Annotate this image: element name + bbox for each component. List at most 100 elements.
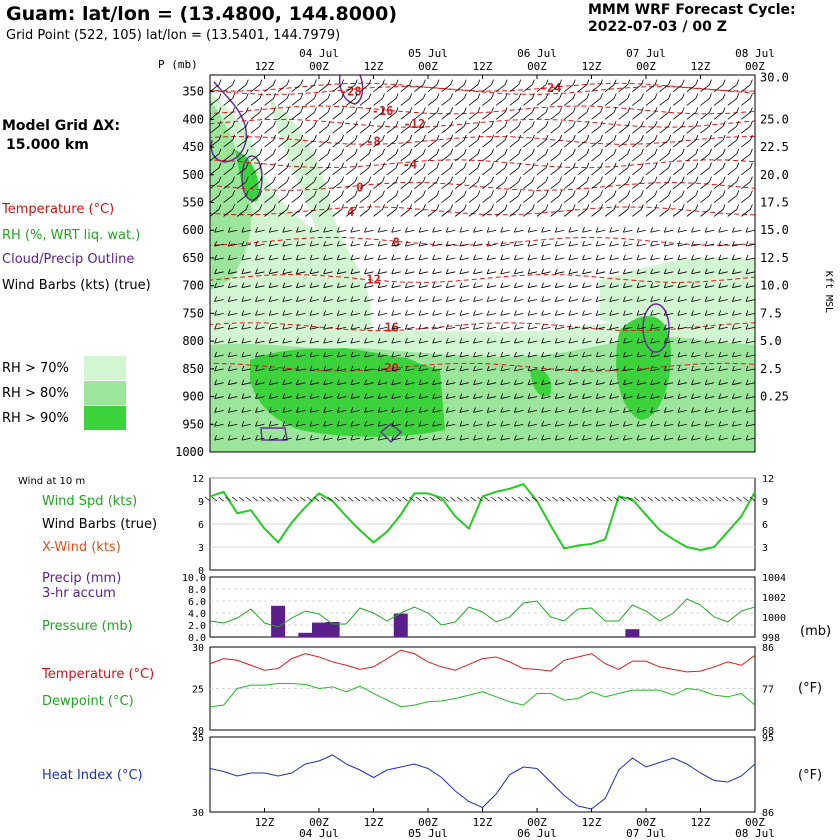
wind-barb-flag — [636, 351, 640, 358]
wind-barb — [664, 271, 674, 275]
wind-barb-flag — [691, 351, 694, 358]
wind-barb — [364, 340, 374, 344]
wind-barb — [718, 340, 728, 344]
wind-barb-flag — [341, 204, 344, 210]
wind-barb — [210, 125, 220, 134]
wind-barb-flag — [582, 254, 585, 261]
wind-barb-flag — [636, 407, 640, 413]
wind-barb — [564, 98, 574, 106]
wind-barb-flag — [554, 227, 558, 233]
wind-barb — [296, 229, 306, 233]
wind-barb-flag — [663, 393, 667, 399]
wind-barb-flag — [514, 351, 517, 358]
wind-barb — [664, 257, 674, 261]
wind-barb — [269, 382, 279, 386]
wind-barb — [291, 153, 301, 162]
wind-barb — [255, 410, 265, 413]
wind-barb-flag — [350, 282, 354, 288]
wind-barb-flag — [296, 268, 299, 274]
surface-wind-barb — [620, 496, 626, 502]
wind-barb-flag — [255, 407, 258, 413]
wind-barb-flag — [636, 434, 640, 441]
wind-barb-flag — [600, 162, 603, 168]
wind-barb-flag — [486, 282, 490, 288]
hour-label-bottom: 00Z — [636, 816, 656, 829]
wind-barb — [673, 112, 683, 120]
precip-ytick: 8.0 — [188, 585, 206, 596]
wind-barb — [332, 125, 342, 134]
wind-barb-flag — [395, 190, 399, 196]
wind-barb-flag — [527, 240, 531, 247]
wind-barb — [386, 209, 397, 217]
wind-barb-flag — [341, 190, 344, 196]
wind-barb-flag — [201, 380, 203, 385]
wind-barb — [509, 167, 519, 176]
wind-barb — [495, 209, 506, 217]
wind-barb — [264, 153, 274, 162]
wind-barb-flag — [255, 324, 258, 330]
wind-barb-flag — [214, 379, 217, 385]
wind-barb — [400, 209, 410, 217]
wind-barb — [596, 437, 606, 441]
wind-ytick-left: 6 — [198, 520, 204, 531]
wind-barb — [269, 354, 279, 358]
wind-barb — [237, 84, 247, 92]
wind-barb-flag — [350, 421, 354, 427]
wind-barb-flag — [568, 379, 572, 385]
wind-barb — [418, 437, 429, 441]
wind-barb — [677, 326, 687, 330]
wind-barb-flag — [718, 296, 722, 302]
precip-bar — [312, 622, 326, 637]
wind-barb — [400, 112, 410, 120]
wind-barb — [255, 437, 265, 441]
wind-barb — [609, 257, 619, 261]
wind-barb — [309, 299, 320, 302]
wind-barb — [618, 181, 628, 189]
wind-barb-flag — [650, 337, 653, 344]
wind-barb-flag — [282, 434, 286, 441]
wind-barb-flag — [395, 107, 399, 113]
wind-barb — [427, 84, 438, 92]
wind-barb — [664, 313, 674, 316]
wind-barb-flag — [459, 337, 463, 344]
wind-barb-flag — [677, 365, 681, 371]
hour-label-bottom: 12Z — [364, 816, 384, 829]
wind-barb — [564, 112, 574, 120]
surface-wind-barb — [647, 496, 654, 502]
wind-barb-flag — [518, 204, 522, 210]
wind-barb-flag — [636, 296, 640, 302]
wind-barb-flag — [227, 324, 231, 330]
wind-barb — [677, 396, 687, 399]
wind-barb-flag — [641, 134, 644, 141]
wind-barb — [237, 139, 247, 148]
wind-barb-flag — [286, 121, 290, 127]
wind-barb — [291, 112, 301, 120]
wind-barb — [455, 167, 465, 176]
wind-barb-flag — [327, 107, 331, 113]
wind-barb — [309, 368, 320, 372]
wind-barb-flag — [214, 365, 217, 371]
wind-barb — [664, 368, 674, 372]
hour-label-top: 12Z — [582, 60, 602, 73]
wind-barb — [686, 125, 697, 134]
wind-barb-flag — [282, 268, 286, 274]
temperature-contour-label: -8 — [366, 134, 380, 148]
wind-barb-flag — [436, 176, 440, 182]
wind-barb-flag — [459, 434, 463, 441]
kft-tick-label: 12.5 — [760, 251, 789, 265]
wind-barb — [323, 396, 333, 399]
wind-barb-flag — [214, 337, 217, 344]
wind-barb — [596, 299, 606, 302]
wind-barb-flag — [227, 337, 231, 344]
wind-barb-flag — [559, 134, 562, 141]
wind-barb-flag — [477, 79, 481, 85]
wind-barb — [309, 285, 320, 289]
wind-barb — [591, 98, 601, 106]
wind-barb-flag — [627, 79, 631, 85]
wind-barb-flag — [595, 393, 599, 399]
wind-barb — [677, 382, 687, 386]
pressure-tick-label: 450 — [182, 140, 204, 154]
wind-barb-flag — [436, 134, 440, 141]
wind-barb-flag — [704, 393, 708, 399]
wind-barb-flag — [409, 190, 413, 196]
